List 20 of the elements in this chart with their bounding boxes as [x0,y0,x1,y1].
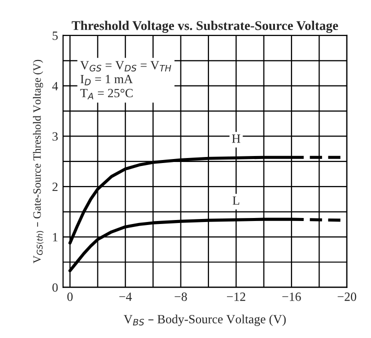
chart-title: Threshold Voltage vs. Substrate-Source Voltage [72,20,338,33]
x-tick-label: −12 [226,292,246,301]
x-tick-label: −20 [338,292,356,301]
x-tick-label: −4 [119,292,132,301]
y-tick-label: 4 [52,82,58,90]
x-tick-label: −8 [174,292,187,301]
annotation: I$_{D}$ = 1 mA [80,74,133,86]
x-axis-title: V$_{BS}$ – Body-Source Voltage (V) [124,314,286,326]
y-tick-label: 5 [52,32,58,40]
series-label: H [232,134,240,143]
y-tick-label: 2 [52,182,58,191]
x-tick-label: −16 [282,292,301,301]
annotation: T$_{A}$ = 25°C [80,88,133,100]
annotation: V$_{GS}$ = V$_{DS}$ = V$_{TH}$ [80,61,172,72]
y-tick-label: 3 [52,132,58,141]
y-tick-label: 1 [53,233,58,242]
y-tick-label: 0 [52,283,58,292]
series-label: L [232,196,240,205]
y-axis-title: V$_{GS(th)}$ – Gate-Source Threshold Voltage (V) [32,60,44,264]
x-tick-label: 0 [67,292,73,301]
